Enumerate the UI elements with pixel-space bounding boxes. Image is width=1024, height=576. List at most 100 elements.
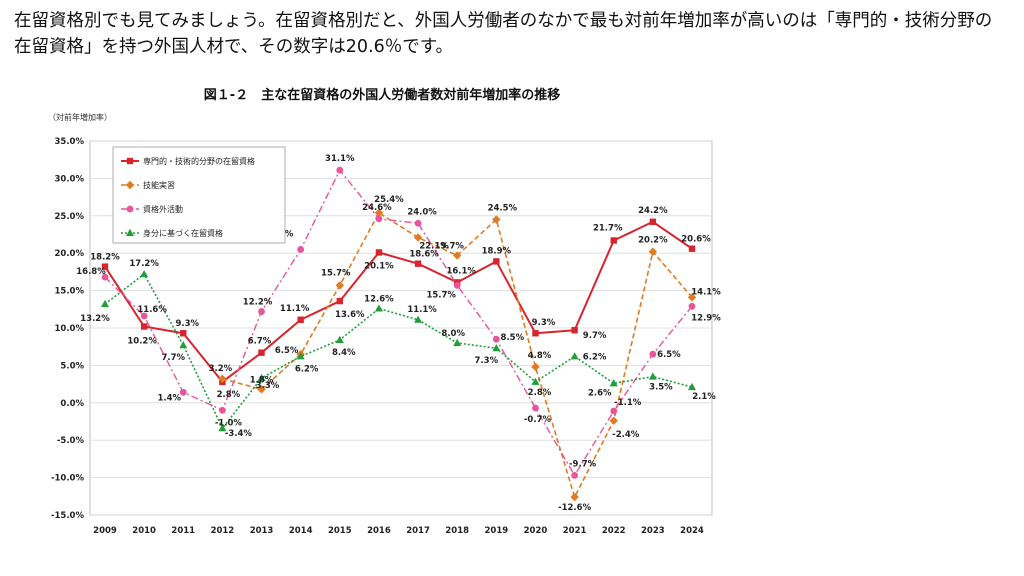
data-point [414,315,423,323]
series-line [104,220,693,383]
data-label: 25.4% [374,195,404,205]
data-label: -0.7% [524,415,552,425]
data-point [610,407,618,415]
legend-label-ginou: 技能実習 [143,180,175,190]
data-point [531,377,540,385]
legend-box [112,146,286,244]
data-point [531,362,540,372]
data-label: 24.2% [638,206,668,216]
data-point [179,388,187,396]
x-tick-label: 2021 [563,526,587,536]
data-point [219,406,226,414]
y-tick-label: -5.0% [57,436,85,446]
data-point [493,258,500,265]
data-label: 9.7% [583,331,607,341]
data-point [335,281,344,290]
chart-title: 図１-２ 主な在留資格の外国人労働者数対前年増加率の推移 [204,87,560,103]
data-label: 3.3% [256,381,280,391]
x-tick-label: 2011 [171,526,195,536]
data-label: 13.2% [80,314,110,324]
data-point [375,215,383,223]
x-tick-label: 2017 [406,526,430,536]
series-line [104,273,693,430]
x-tick-label: 2015 [328,526,352,536]
data-label: 6.7% [248,337,272,347]
series-ginou [218,208,697,502]
data-label: 3.5% [649,383,673,393]
line-chart: 図１-２ 主な在留資格の外国人労働者数対前年増加率の推移 （対前年増加率） 18… [48,87,721,536]
data-label: 7.3% [475,356,499,366]
series-layer [101,166,697,502]
data-label: -1.1% [614,398,642,408]
data-label: 2.8% [528,388,552,398]
data-label: 6.5% [275,346,299,356]
data-label: -12.6% [558,503,591,513]
data-label-layer: 18.2% 10.2% 9.3% 2.8% 6.7% 11.1% 13.6% 20.1% 18.… [76,154,721,513]
data-label: 18.2% [90,253,120,263]
data-point [609,379,618,387]
y-tick-label: -10.0% [51,474,84,484]
data-point [610,237,617,244]
legend-marker-shikakugai [126,205,134,213]
data-label: 11.1% [280,304,310,314]
data-point [140,312,148,320]
data-point [492,215,501,224]
data-label: 18.9% [482,246,512,256]
data-label: 8.4% [332,348,356,358]
y-tick-label: 25.0% [55,212,85,222]
data-label: 8.5% [501,333,525,343]
data-label: 20.1% [364,261,394,271]
data-point [414,260,422,267]
data-point [570,492,579,502]
chart-frame: 図１-２ 主な在留資格の外国人労働者数対前年増加率の推移 （対前年増加率） 18… [34,74,730,548]
data-point [296,352,305,360]
y-tick-label: 10.0% [55,324,85,334]
data-point [180,330,187,337]
data-label: 2.1% [692,392,716,402]
data-point [374,208,384,218]
data-label: 8.0% [441,329,465,339]
data-point [688,302,696,310]
y-tick-label: 20.0% [55,249,85,259]
legend-label-shikakugai: 資格外活動 [143,204,183,214]
data-point [336,297,343,305]
data-point [101,263,109,270]
y-tick-label: -15.0% [51,511,84,521]
data-label: -2.4% [612,430,640,440]
data-label: 9.3% [532,318,556,328]
y-axis-label: （対前年増加率） [48,112,112,122]
y-tick-label: 15.0% [55,287,85,297]
data-label: 31.1% [325,154,355,164]
data-point [571,471,578,479]
data-point [571,327,578,334]
data-point [688,245,696,252]
data-label: 10.2% [127,337,157,347]
data-label: 1.4% [157,393,181,403]
series-line [104,169,693,477]
data-label: 6.2% [583,352,607,362]
data-label: 15.7% [321,268,351,278]
y-tick-label: 30.0% [55,174,85,184]
data-point [648,247,658,256]
x-tick-label: 2009 [93,526,117,536]
legend-marker-senmon [126,157,134,165]
data-label: 12.6% [364,295,394,305]
data-point [609,416,618,425]
data-point [258,349,265,356]
data-point [140,269,149,278]
data-point [687,293,697,302]
data-point [649,218,657,225]
data-point [218,374,227,384]
x-tick-label: 2013 [250,526,274,536]
data-point [453,251,462,260]
data-point [532,404,539,412]
data-label: 15.7% [426,290,456,300]
data-label: 20.2% [638,236,668,246]
data-point [179,341,188,349]
y-tick-label: 0.0% [60,399,84,409]
x-tick-label: 2018 [445,526,469,536]
x-tick-label: 2024 [680,526,704,536]
data-label: 17.2% [129,259,159,269]
data-point [453,281,461,289]
